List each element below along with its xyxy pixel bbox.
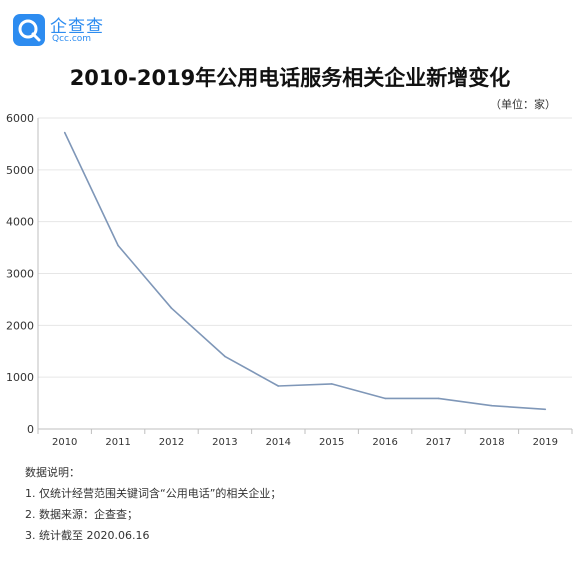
x-tick-label: 2014 (266, 437, 291, 448)
y-tick-label: 0 (27, 423, 34, 436)
note-item-1: 1. 仅统计经营范围关键词含“公用电话”的相关企业； (25, 487, 282, 500)
data-point (330, 383, 333, 385)
y-tick-label: 2000 (6, 319, 34, 332)
x-tick-label: 2010 (52, 437, 77, 448)
x-tick-label: 2013 (212, 437, 237, 448)
data-point (544, 408, 547, 411)
data-point (491, 404, 493, 407)
x-tick-label: 2017 (426, 437, 451, 448)
data-point (170, 307, 173, 310)
unit-label: （单位：家） (490, 98, 556, 111)
data-point (437, 397, 440, 400)
y-tick-label: 1000 (6, 371, 34, 384)
data-point (224, 355, 226, 358)
data-notes: 数据说明： 1. 仅统计经营范围关键词含“公用电话”的相关企业； 2. 数据来源… (25, 462, 281, 546)
x-tick-label: 2012 (159, 437, 184, 448)
data-point (384, 397, 386, 400)
x-tick-label: 2011 (105, 437, 130, 448)
note-item-3: 3. 统计截至 2020.06.16 (25, 529, 150, 542)
qcc-logo: 企查查 Qcc.com (12, 10, 112, 50)
x-tick-label: 2015 (319, 437, 344, 448)
notes-heading: 数据说明： (25, 466, 80, 479)
x-tick-label: 2018 (479, 437, 504, 448)
y-tick-label: 4000 (6, 216, 34, 229)
data-point (277, 385, 280, 387)
y-tick-label: 6000 (6, 112, 34, 125)
chart-title: 2010-2019年公用电话服务相关企业新增变化 (69, 66, 511, 90)
qcc-logo-icon (13, 14, 45, 46)
x-tick-label: 2016 (372, 437, 397, 448)
data-point (117, 244, 119, 247)
logo-name: 企查查 (50, 17, 104, 37)
data-point (63, 131, 66, 134)
series-line (63, 132, 546, 411)
y-tick-label: 5000 (6, 164, 34, 177)
note-item-2: 2. 数据来源：企查查； (25, 508, 138, 521)
x-tick-label: 2019 (533, 437, 558, 448)
logo-domain: Qcc.com (52, 34, 92, 44)
y-tick-label: 3000 (6, 268, 34, 281)
